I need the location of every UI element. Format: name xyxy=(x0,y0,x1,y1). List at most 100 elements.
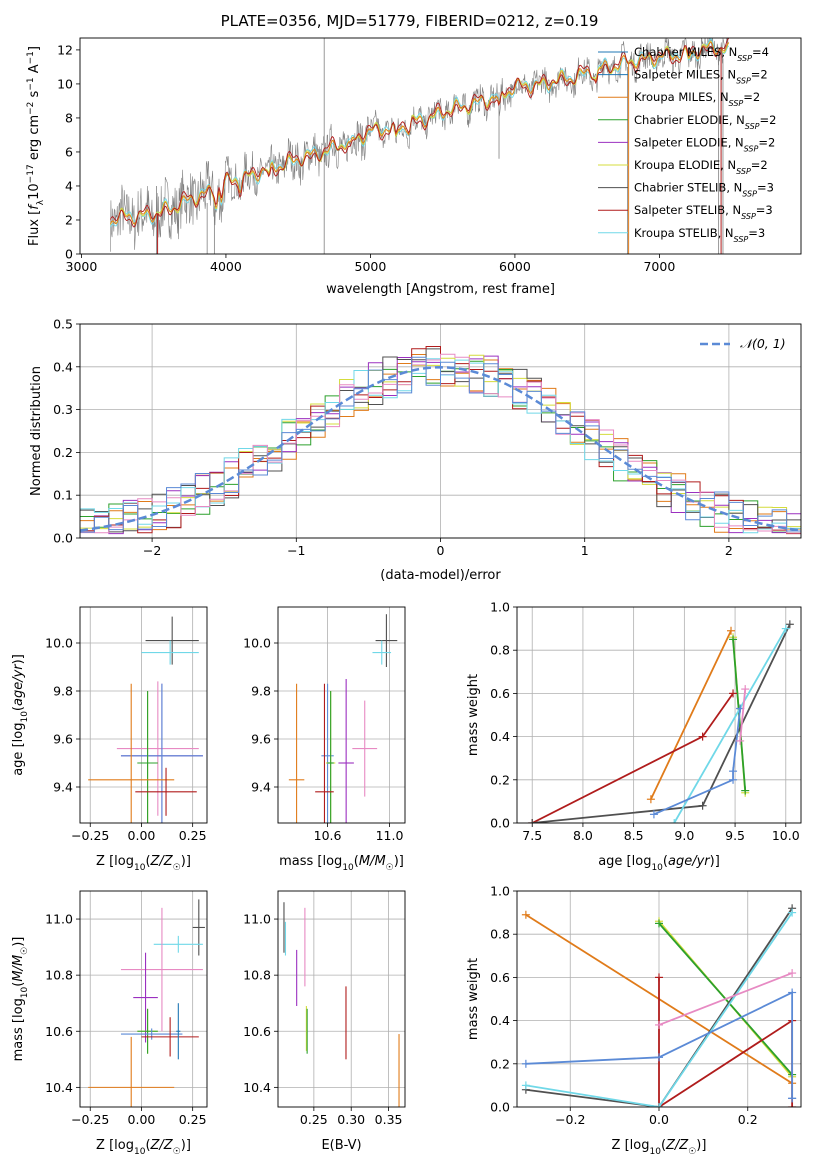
label-part: 10 xyxy=(27,183,42,200)
label-part: =2 xyxy=(758,135,775,149)
mass-weight-line xyxy=(673,628,787,823)
label-part: mass [ xyxy=(11,1018,26,1061)
label-part: ☉ xyxy=(20,947,30,955)
mass_weight_vs_age-plot-area xyxy=(528,620,794,823)
y-tick-label: 10 xyxy=(57,76,73,91)
x-tick-label: 0.0 xyxy=(649,1112,669,1127)
y-tick-label: 0.2 xyxy=(53,445,73,460)
age_vs_Z-axes: −0.25 0.00 0.25 9.4 9.6 9.8 10.0 xyxy=(45,607,207,843)
x-tick-label: 11.0 xyxy=(376,828,404,843)
y-tick-label: 0.8 xyxy=(490,927,510,942)
label-part: 10 xyxy=(134,863,146,873)
label-part: SSP xyxy=(736,76,751,85)
x-tick-label: −0.2 xyxy=(555,1112,585,1127)
y-tick-label: 11.0 xyxy=(243,912,271,927)
label-part: ( xyxy=(663,854,668,869)
y-axis-label: mass weight xyxy=(466,674,481,756)
label-part: log xyxy=(322,854,342,869)
mass-weight-line xyxy=(739,688,747,742)
spectrum-axes: 3000 4000 5000 6000 7000 0 2 4 6 8 10 12 xyxy=(57,42,675,274)
label-part: age [ xyxy=(598,854,631,869)
x-tick-label: 1 xyxy=(581,543,589,558)
x-axis-label: mass [log10(M/M☉)] xyxy=(279,854,404,873)
label-part: Salpeter STELIB, N xyxy=(634,203,741,217)
y-tick-label: 0.2 xyxy=(490,1056,510,1071)
x-tick-label: 0.25 xyxy=(179,828,207,843)
label-part: Chabrier ELODIE, N xyxy=(634,113,745,127)
label-part: 10 xyxy=(20,986,30,998)
mass_weight_vs_age-axes: 7.5 8.0 8.5 9.0 9.5 10.0 0.0 0.2 0.4 0.6 0.8 1.0 xyxy=(490,600,801,843)
y-tick-label: 0.5 xyxy=(53,317,73,332)
label-part: SSP xyxy=(741,212,756,221)
mass-weight-line xyxy=(658,977,794,1107)
x-tick-label: −0.25 xyxy=(71,828,109,843)
y-tick-label: 1.0 xyxy=(490,600,510,615)
legend-label: Salpeter STELIB, NSSP=3 xyxy=(634,203,773,221)
x-tick-label: 7.5 xyxy=(522,828,542,843)
residual_histogram-axes: −2 −1 0 1 2 0.0 0.1 0.2 0.3 0.4 0.5 xyxy=(53,317,801,558)
label-part: −17 xyxy=(26,164,36,183)
axes-frame xyxy=(516,606,802,824)
x-tick-label: 9.5 xyxy=(725,828,745,843)
legend-label: Chabrier MILES, NSSP=4 xyxy=(634,45,769,63)
y-tick-label: 0.4 xyxy=(53,359,73,374)
label-part: Kroupa ELODIE, N xyxy=(634,158,736,172)
y-tick-label: 10.8 xyxy=(243,968,271,983)
y-tick-label: 10.0 xyxy=(45,636,73,651)
y-tick-label: 1.0 xyxy=(490,884,510,899)
label-part: Chabrier STELIB, N xyxy=(634,181,742,195)
label-part: Z [ xyxy=(96,1138,114,1153)
figure-title: PLATE=0356, MJD=51779, FIBERID=0212, z=0… xyxy=(220,12,599,30)
label-part: 10 xyxy=(342,863,354,873)
label-part: =2 xyxy=(760,113,777,127)
x-tick-label: 0.25 xyxy=(179,1112,207,1127)
mass-weight-line xyxy=(658,972,793,1026)
age_vs_mass-axes: 10.6 11.0 9.4 9.6 9.8 10.0 xyxy=(243,607,405,843)
label-part: log xyxy=(114,854,134,869)
label-part: age [ xyxy=(11,742,26,775)
axes-frame xyxy=(79,606,208,824)
x-tick-label: 3000 xyxy=(66,259,98,274)
label-part: f xyxy=(27,203,42,210)
label-part: )] xyxy=(394,854,404,869)
axes-frame xyxy=(79,890,208,1108)
x-tick-label: 0.2 xyxy=(738,1112,758,1127)
label-part: 10 xyxy=(649,1147,661,1157)
x-tick-label: 0.00 xyxy=(128,1112,156,1127)
label-part: age/yr xyxy=(668,854,711,869)
label-part: E(B-V) xyxy=(321,1138,361,1153)
y-tick-label: 0.6 xyxy=(490,970,510,985)
legend-label: Chabrier ELODIE, NSSP=2 xyxy=(634,113,776,131)
y-tick-label: 8 xyxy=(65,110,73,125)
x-tick-label: 6000 xyxy=(499,259,531,274)
x-tick-label: 0 xyxy=(437,543,445,558)
x-tick-label: 7000 xyxy=(643,259,675,274)
x-tick-label: 2 xyxy=(725,543,733,558)
x-tick-label: 10.0 xyxy=(772,828,800,843)
mass_vs_ebv-axes: 0.25 0.30 0.35 10.4 10.6 10.8 11.0 xyxy=(243,891,405,1127)
label-part: ( xyxy=(354,854,359,869)
x-tick-label: −1 xyxy=(287,543,305,558)
label-part: 10 xyxy=(134,1147,146,1157)
label-part: Z/Z xyxy=(665,1138,689,1153)
label-part: ( xyxy=(661,1138,666,1153)
label-part: log xyxy=(11,723,26,743)
mass-weight-line xyxy=(653,708,742,816)
label-part: −1 xyxy=(26,51,36,64)
label-part: ☉ xyxy=(386,863,394,873)
x-axis-label: Z [log10(Z/Z☉)] xyxy=(612,1138,707,1157)
y-tick-label: 0.2 xyxy=(490,772,510,787)
y-axis-label: age [log10(age/yr)] xyxy=(11,654,30,776)
y-tick-label: 9.4 xyxy=(53,780,73,795)
legend-label: Chabrier STELIB, NSSP=3 xyxy=(634,181,774,199)
label-part: mass [ xyxy=(279,854,322,869)
x-axis-label: (data-model)/error xyxy=(380,568,501,583)
mass-weight-line xyxy=(525,907,793,1107)
x-axis-label: age [log10(age/yr)] xyxy=(598,854,720,873)
x-axis-label: Z [log10(Z/Z☉)] xyxy=(96,1138,191,1157)
axes-frame xyxy=(79,37,802,255)
mass-weight-line xyxy=(650,630,732,800)
label-part: M/M xyxy=(11,955,26,982)
label-part: ( xyxy=(145,1138,150,1153)
y-tick-label: 0.4 xyxy=(490,729,510,744)
